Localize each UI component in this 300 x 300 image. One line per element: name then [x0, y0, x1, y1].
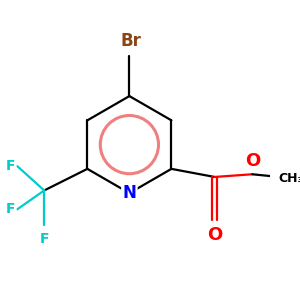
Text: F: F: [40, 232, 49, 246]
Text: N: N: [122, 184, 136, 202]
Text: O: O: [207, 226, 222, 244]
Text: CH₃: CH₃: [279, 172, 300, 185]
Text: Br: Br: [120, 32, 141, 50]
Text: O: O: [245, 152, 260, 170]
Text: F: F: [6, 202, 15, 216]
Text: F: F: [6, 159, 15, 173]
